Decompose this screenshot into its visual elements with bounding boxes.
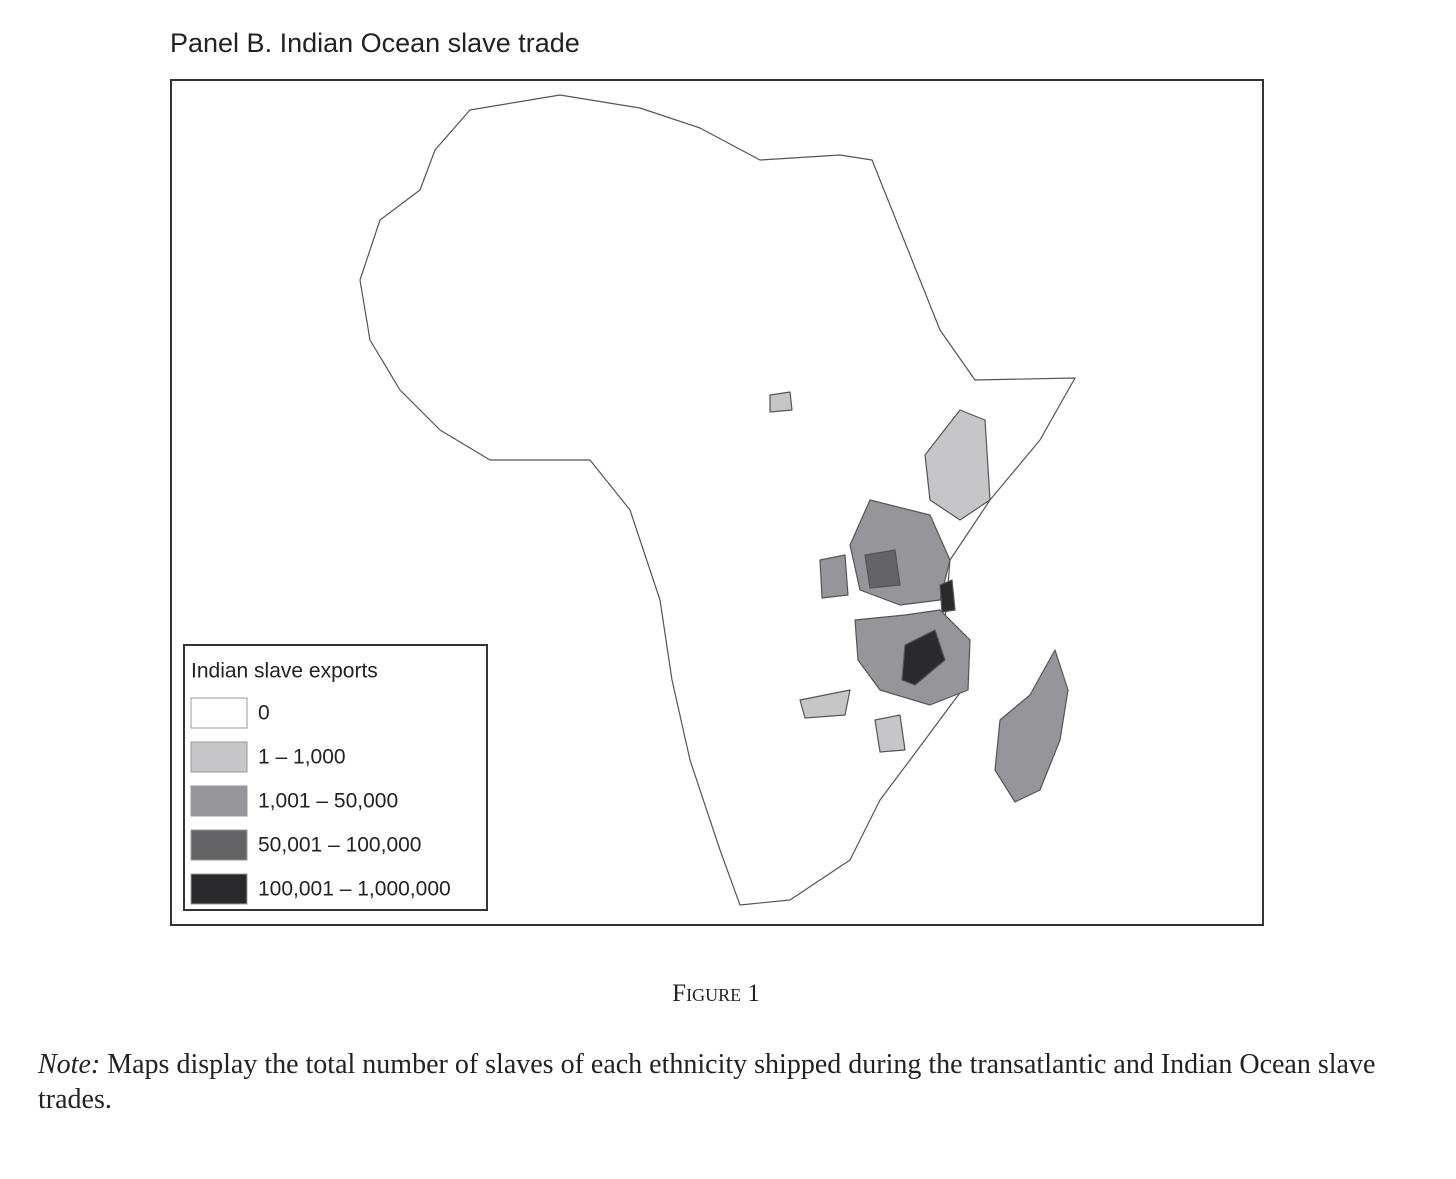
africa-map <box>359 94 1076 906</box>
panel-title: Panel B. Indian Ocean slave trade <box>170 28 580 58</box>
region-light <box>769 391 793 413</box>
legend-swatch <box>190 785 248 817</box>
legend-label: 1 – 1,000 <box>258 746 346 769</box>
legend-label: 1,001 – 50,000 <box>258 790 398 813</box>
legend-swatch <box>190 829 248 861</box>
legend-title: Indian slave exports <box>191 660 378 683</box>
legend-label: 100,001 – 1,000,000 <box>258 878 451 901</box>
legend-label: 50,001 – 100,000 <box>258 834 422 857</box>
legend-label: 0 <box>258 702 270 725</box>
map-figure: Indian slave exports 0 1 – 1,000 1,001 – 5… <box>170 79 1264 926</box>
legend-swatch <box>190 741 248 773</box>
madagascar <box>994 649 1069 803</box>
legend-swatch <box>190 697 248 729</box>
region-dark <box>864 549 901 589</box>
note-text: Maps display the total number of slaves … <box>38 1049 1376 1115</box>
region-light <box>799 689 851 719</box>
note-lead: Note: <box>38 1049 101 1080</box>
region-light <box>924 409 991 521</box>
region-light <box>874 714 906 753</box>
region-mid <box>819 554 849 599</box>
region-black <box>901 629 946 686</box>
note: Note: Maps display the total number of s… <box>38 1047 1408 1117</box>
legend-box <box>183 644 488 911</box>
legend-swatch <box>190 873 248 905</box>
legend: Indian slave exports 0 1 – 1,000 1,001 – 5… <box>183 644 488 911</box>
continent <box>359 94 1076 906</box>
region-black <box>939 579 956 613</box>
figure-caption: Figure 1 <box>672 980 760 1007</box>
